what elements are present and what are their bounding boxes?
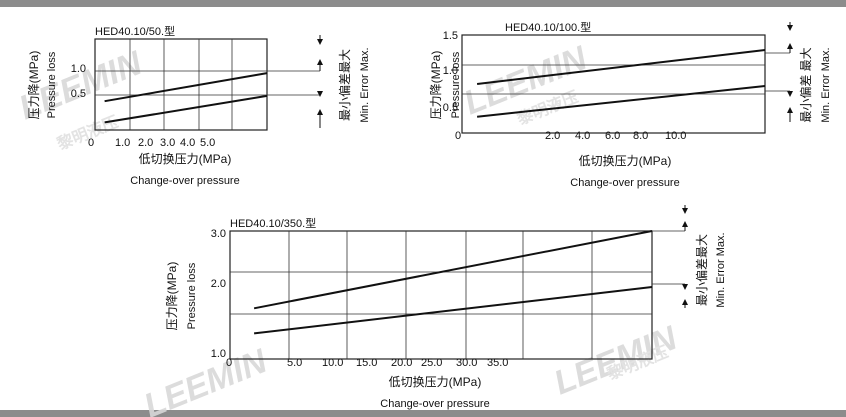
y-tick-label: 0.5 <box>443 102 458 114</box>
x-tick-label: 30.0 <box>456 357 477 369</box>
error-arrow-head-up <box>317 59 323 65</box>
error-arrow-head-up <box>317 109 323 115</box>
x-axis-label-cn: 低切换压力(MPa) <box>389 375 482 389</box>
y-tick-label: 0.5 <box>71 88 86 100</box>
error-label-en: Min. Error Max. <box>359 47 371 122</box>
error-arrow-head-down <box>682 208 688 214</box>
error-label-cn: 最小偏差 最大 <box>798 47 813 122</box>
x-tick-label: 6.0 <box>605 130 620 142</box>
x-tick-label: 5.0 <box>200 137 215 149</box>
y-tick-label: 3.0 <box>211 228 226 240</box>
x-tick-label: 10.0 <box>322 357 343 369</box>
x-tick-label: 4.0 <box>180 137 195 149</box>
y-axis-label-en: Pressure loss <box>186 262 198 329</box>
error-arrow-head-up <box>787 107 793 113</box>
x-axis-label-en: Change-over pressure <box>130 175 239 187</box>
y-tick-label: 2.0 <box>211 278 226 290</box>
x-tick-label: 2.0 <box>545 130 560 142</box>
x-tick-label: 0 <box>455 130 461 142</box>
x-tick-label: 0 <box>88 137 94 149</box>
y-axis-label-cn: 压力降(MPa) <box>429 51 443 120</box>
error-label-en: Min. Error Max. <box>820 47 832 122</box>
y-axis-label-en: Pressure loss <box>46 51 58 118</box>
x-tick-label: 15.0 <box>356 357 377 369</box>
x-tick-label: 1.0 <box>115 137 130 149</box>
error-label-cn: 最小偏差最大 <box>694 234 709 306</box>
y-axis-label-en: Pressure loss <box>450 51 462 118</box>
x-tick-label: 3.0 <box>160 137 175 149</box>
series-line-2 <box>104 94 268 124</box>
x-tick-label: 4.0 <box>575 130 590 142</box>
series-line-1 <box>104 72 268 103</box>
error-arrow-head-down <box>317 91 323 97</box>
x-axis-label-en: Change-over pressure <box>380 398 489 410</box>
y-tick-label: 1.5 <box>443 30 458 42</box>
error-arrow-head-down <box>682 284 688 290</box>
chart-2: HED40.10/100.型 0 2.0 4.0 6.0 8.0 10.0 0.5 1.0 1.5… <box>429 20 832 189</box>
bottom-border-bar <box>0 410 846 417</box>
plot-frame <box>94 38 268 131</box>
error-label-cn: 最小偏差最大 <box>337 49 352 121</box>
error-arrow-head-down <box>787 25 793 31</box>
top-border-bar <box>0 0 846 7</box>
x-axis-label-en: Change-over pressure <box>570 177 679 189</box>
y-tick-label: 1.0 <box>211 348 226 360</box>
x-tick-label: 20.0 <box>391 357 412 369</box>
plot-frame <box>229 230 653 360</box>
x-tick-label: 35.0 <box>487 357 508 369</box>
y-axis-label-cn: 压力降(MPa) <box>165 262 179 331</box>
series-line-1 <box>253 230 653 310</box>
y-axis-label-cn: 压力降(MPa) <box>27 51 41 120</box>
chart-1: HED40.10/50.型 0 1.0 2.0 3.0 4.0 5.0 0.5 1.0 压力降(M… <box>27 24 371 187</box>
x-axis-label-cn: 低切换压力(MPa) <box>139 152 232 166</box>
chart-title: HED40.10/50.型 <box>95 24 175 38</box>
x-tick-label: 5.0 <box>287 357 302 369</box>
x-tick-label: 10.0 <box>665 130 686 142</box>
error-label-en: Min. Error Max. <box>715 232 727 307</box>
y-tick-label: 1.0 <box>443 65 458 77</box>
chart-title: HED40.10/100.型 <box>505 20 591 34</box>
x-axis-label-cn: 低切换压力(MPa) <box>579 154 672 168</box>
error-arrow-head-down <box>317 39 323 45</box>
error-arrow-head-up <box>682 221 688 227</box>
chart-3: HED40.10/350.型 0 5.0 10.0 15.0 20.0 25.0 30.0 35… <box>165 205 727 410</box>
error-arrow-head-up <box>682 299 688 305</box>
error-arrow-head-down <box>787 91 793 97</box>
series-line-2 <box>253 286 653 335</box>
chart-title: HED40.10/350.型 <box>230 216 316 230</box>
y-tick-label: 1.0 <box>71 63 86 75</box>
error-arrow-head-up <box>787 43 793 49</box>
watermark-brand-4: LEEMIN <box>139 342 274 417</box>
x-tick-label: 0 <box>226 357 232 369</box>
x-tick-label: 2.0 <box>138 137 153 149</box>
x-tick-label: 25.0 <box>421 357 442 369</box>
series-line-1 <box>476 49 766 85</box>
series-line-2 <box>476 85 766 118</box>
plot-frame <box>461 34 766 134</box>
x-tick-label: 8.0 <box>633 130 648 142</box>
